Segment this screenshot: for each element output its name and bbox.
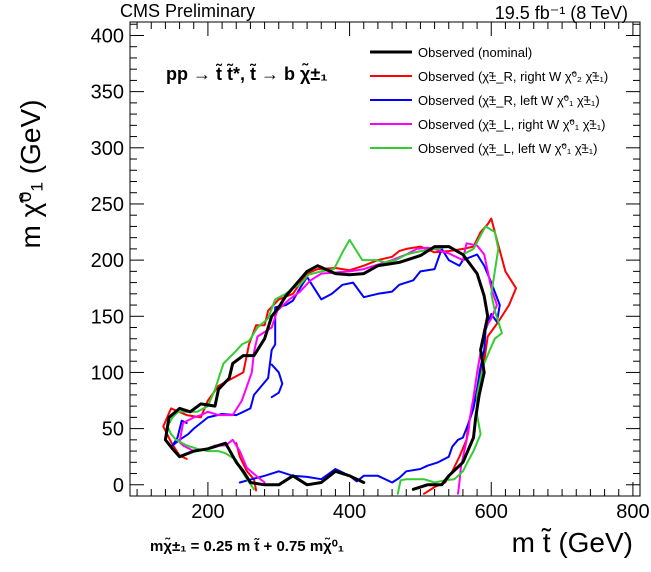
legend-label-0: Observed (nominal) xyxy=(418,45,532,60)
y-tick-label: 150 xyxy=(91,306,124,328)
plot-frame xyxy=(129,21,641,497)
y-tick-label: 300 xyxy=(91,138,124,160)
series-4-line-0 xyxy=(166,225,503,495)
x-tick-label: 200 xyxy=(191,501,224,523)
series-layer xyxy=(162,217,517,495)
series-2-line-0 xyxy=(171,247,501,484)
y-axis-title: m χ̃⁰₁ (GeV) xyxy=(15,100,46,249)
y-tick-label: 200 xyxy=(91,250,124,272)
series-2-line-1 xyxy=(270,363,284,399)
ticks-layer: 0 50 100 150 200 250 300 350 400 200 400 600 800 xyxy=(91,22,650,523)
y-tick-label: 400 xyxy=(91,25,124,47)
legend-label-4: Observed (χ̃±_L, left W χ̃⁰₁ χ̃±₁) xyxy=(418,141,598,156)
y-tick-label: 100 xyxy=(91,362,124,384)
y-tick-label: 350 xyxy=(91,82,124,104)
legend: Observed (nominal) Observed (χ̃±_R, right… xyxy=(370,45,608,156)
y-tick-label: 0 xyxy=(113,475,124,497)
y-tick-label: 50 xyxy=(102,419,124,441)
legend-label-2: Observed (χ̃±_R, left W χ̃⁰₁ χ̃±₁) xyxy=(418,93,600,108)
y-tick-label: 250 xyxy=(91,194,124,216)
x-axis-title: m t̃ (GeV) xyxy=(512,527,633,558)
legend-label-3: Observed (χ̃±_L, right W χ̃⁰₁ χ̃±₁) xyxy=(418,117,605,132)
x-tick-label: 800 xyxy=(616,501,649,523)
header-cms-label: CMS Preliminary xyxy=(120,1,255,21)
header-lumi-label: 19.5 fb⁻¹ (8 TeV) xyxy=(495,3,628,23)
process-label: pp → t̃ t̃*, t̃ → b χ̃±₁ xyxy=(166,62,328,84)
series-0-line-0 xyxy=(163,245,490,491)
x-tick-label: 600 xyxy=(475,501,508,523)
mass-relation-note: mχ̃±₁ = 0.25 m t̃ + 0.75 mχ̃⁰₁ xyxy=(150,537,344,555)
x-tick-label: 400 xyxy=(333,501,366,523)
legend-label-1: Observed (χ̃±_R, right W χ̃⁰₂ χ̃±₁) xyxy=(418,69,608,84)
